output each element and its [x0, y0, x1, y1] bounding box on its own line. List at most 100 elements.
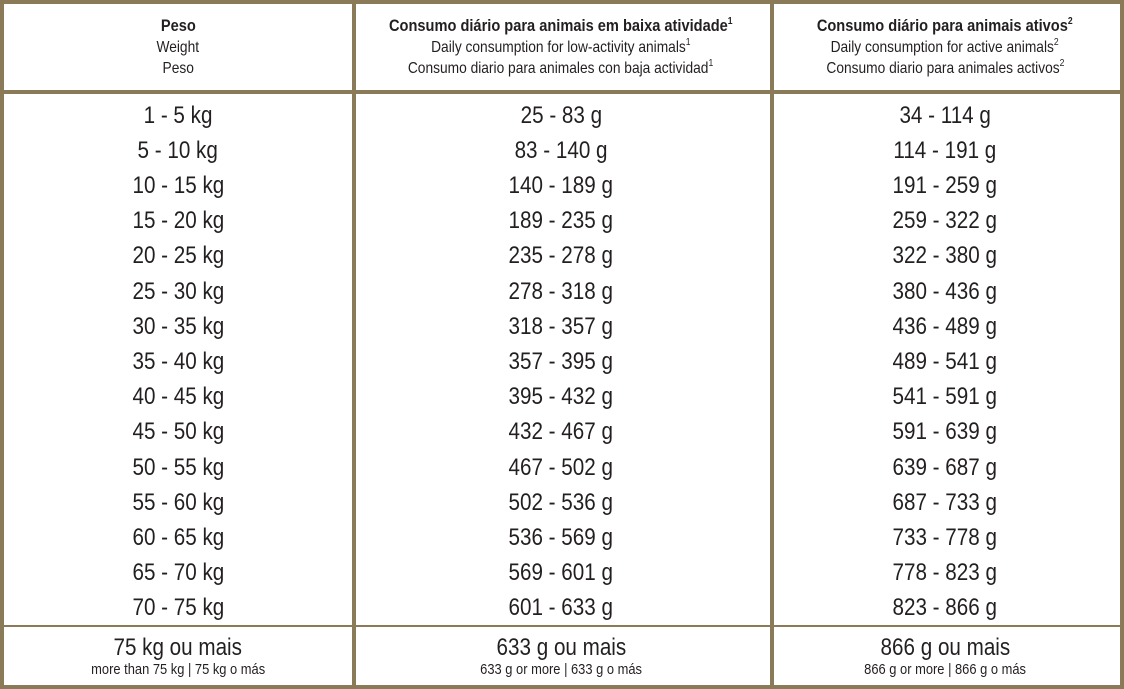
- table-cell: 70 - 75 kg: [4, 591, 352, 626]
- footnote-1-marker: 1: [708, 58, 714, 69]
- footnote-1-marker: 1: [685, 37, 691, 48]
- cell-value: 601 - 633 g: [508, 594, 614, 622]
- cell-value: 467 - 502 g: [508, 453, 614, 481]
- active-header-title: Consumo diário para animais ativos2: [817, 16, 1073, 35]
- table-cell: 191 - 259 g: [770, 168, 1120, 203]
- summary-row-divider: [4, 625, 1120, 627]
- cell-value: 278 - 318 g: [508, 277, 614, 305]
- weight-header-spanish: Peso: [162, 60, 194, 77]
- cell-value: 395 - 432 g: [508, 383, 614, 411]
- active-last-cell: 866 g ou mais 866 g or more | 866 g o má…: [770, 629, 1120, 685]
- active-header: Consumo diário para animais ativos2 Dail…: [770, 4, 1120, 90]
- cell-value: 25 - 30 kg: [132, 277, 224, 305]
- cell-value: 191 - 259 g: [892, 171, 998, 199]
- cell-value: 639 - 687 g: [892, 453, 998, 481]
- cell-value: 114 - 191 g: [893, 136, 997, 164]
- cell-value: 50 - 55 kg: [132, 453, 224, 481]
- table-cell: 639 - 687 g: [770, 450, 1120, 485]
- low-activity-header-spanish: Consumo diario para animales con baja ac…: [408, 58, 714, 78]
- cell-value: 502 - 536 g: [508, 488, 614, 516]
- footnote-2-marker: 2: [1059, 58, 1065, 69]
- table-cell: 733 - 778 g: [770, 520, 1120, 555]
- cell-value: 10 - 15 kg: [132, 171, 224, 199]
- cell-value: 541 - 591 g: [892, 383, 998, 411]
- table-cell: 322 - 380 g: [770, 239, 1120, 274]
- table-cell: 45 - 50 kg: [4, 415, 352, 450]
- low-activity-header: Consumo diário para animais em baixa ati…: [352, 4, 770, 90]
- header-divider: [4, 90, 1120, 94]
- table-cell: 40 - 45 kg: [4, 380, 352, 415]
- cell-value: 318 - 357 g: [508, 312, 614, 340]
- cell-value: 436 - 489 g: [892, 312, 998, 340]
- cell-value: 380 - 436 g: [892, 277, 998, 305]
- cell-value: 20 - 25 kg: [132, 242, 224, 270]
- cell-value: 687 - 733 g: [892, 488, 998, 516]
- active-last-main: 866 g ou mais: [880, 634, 1010, 661]
- cell-value: 60 - 65 kg: [132, 523, 224, 551]
- weight-header-english: Weight: [156, 39, 200, 56]
- table-cell: 591 - 639 g: [770, 415, 1120, 450]
- table-cell: 25 - 30 kg: [4, 274, 352, 309]
- cell-value: 189 - 235 g: [508, 207, 614, 235]
- table-cell: 25 - 83 g: [352, 98, 770, 133]
- low-activity-last-main: 633 g ou mais: [496, 634, 626, 661]
- table-cell: 55 - 60 kg: [4, 485, 352, 520]
- table-cell: 140 - 189 g: [352, 168, 770, 203]
- table-cell: 687 - 733 g: [770, 485, 1120, 520]
- footnote-1-marker: 1: [728, 16, 733, 27]
- cell-value: 5 - 10 kg: [137, 136, 219, 164]
- cell-value: 40 - 45 kg: [132, 383, 224, 411]
- active-header-english: Daily consumption for active animals2: [830, 37, 1060, 57]
- footnote-2-marker: 2: [1068, 16, 1073, 27]
- cell-value: 569 - 601 g: [508, 559, 614, 587]
- table-cell: 20 - 25 kg: [4, 239, 352, 274]
- cell-value: 140 - 189 g: [508, 171, 614, 199]
- low-activity-column: Consumo diário para animais em baixa ati…: [352, 4, 770, 685]
- weight-last-main: 75 kg ou mais: [113, 634, 243, 661]
- weight-last-cell: 75 kg ou mais more than 75 kg | 75 kg o …: [4, 629, 352, 685]
- footnote-2-marker: 2: [1054, 37, 1060, 48]
- cell-value: 823 - 866 g: [892, 594, 998, 622]
- cell-value: 536 - 569 g: [508, 523, 614, 551]
- table-cell: 318 - 357 g: [352, 309, 770, 344]
- table-cell: 34 - 114 g: [770, 98, 1120, 133]
- table-cell: 357 - 395 g: [352, 344, 770, 379]
- table-cell: 65 - 70 kg: [4, 556, 352, 591]
- cell-value: 30 - 35 kg: [132, 312, 224, 340]
- cell-value: 34 - 114 g: [899, 101, 991, 129]
- low-activity-last-small: 633 g or more | 633 g o más: [480, 661, 642, 678]
- table-cell: 60 - 65 kg: [4, 520, 352, 555]
- cell-value: 778 - 823 g: [892, 559, 998, 587]
- cell-value: 55 - 60 kg: [132, 488, 224, 516]
- table-cell: 189 - 235 g: [352, 204, 770, 239]
- cell-value: 35 - 40 kg: [132, 347, 224, 375]
- table-cell: 259 - 322 g: [770, 204, 1120, 239]
- cell-value: 25 - 83 g: [520, 101, 602, 129]
- table-cell: 601 - 633 g: [352, 591, 770, 626]
- cell-value: 65 - 70 kg: [132, 559, 224, 587]
- cell-value: 1 - 5 kg: [143, 101, 213, 129]
- table-cell: 569 - 601 g: [352, 556, 770, 591]
- low-activity-header-english: Daily consumption for low-activity anima…: [431, 37, 691, 57]
- table-cell: 1 - 5 kg: [4, 98, 352, 133]
- table-cell: 35 - 40 kg: [4, 344, 352, 379]
- table-cell: 489 - 541 g: [770, 344, 1120, 379]
- low-activity-header-title: Consumo diário para animais em baixa ati…: [389, 16, 733, 35]
- cell-value: 15 - 20 kg: [132, 207, 224, 235]
- table-cell: 30 - 35 kg: [4, 309, 352, 344]
- table-cell: 235 - 278 g: [352, 239, 770, 274]
- table-cell: 15 - 20 kg: [4, 204, 352, 239]
- table-cell: 778 - 823 g: [770, 556, 1120, 591]
- weight-column: Peso Weight Peso 1 - 5 kg 5 - 10 kg 10 - 1…: [4, 4, 352, 685]
- table-cell: 83 - 140 g: [352, 133, 770, 168]
- cell-value: 45 - 50 kg: [132, 418, 224, 446]
- weight-header-title: Peso: [160, 16, 196, 35]
- cell-value: 235 - 278 g: [508, 242, 614, 270]
- table-cell: 436 - 489 g: [770, 309, 1120, 344]
- active-last-small: 866 g or more | 866 g o más: [864, 661, 1026, 678]
- cell-value: 259 - 322 g: [892, 207, 998, 235]
- cell-value: 322 - 380 g: [892, 242, 998, 270]
- table-cell: 536 - 569 g: [352, 520, 770, 555]
- cell-value: 357 - 395 g: [508, 347, 614, 375]
- table-cell: 5 - 10 kg: [4, 133, 352, 168]
